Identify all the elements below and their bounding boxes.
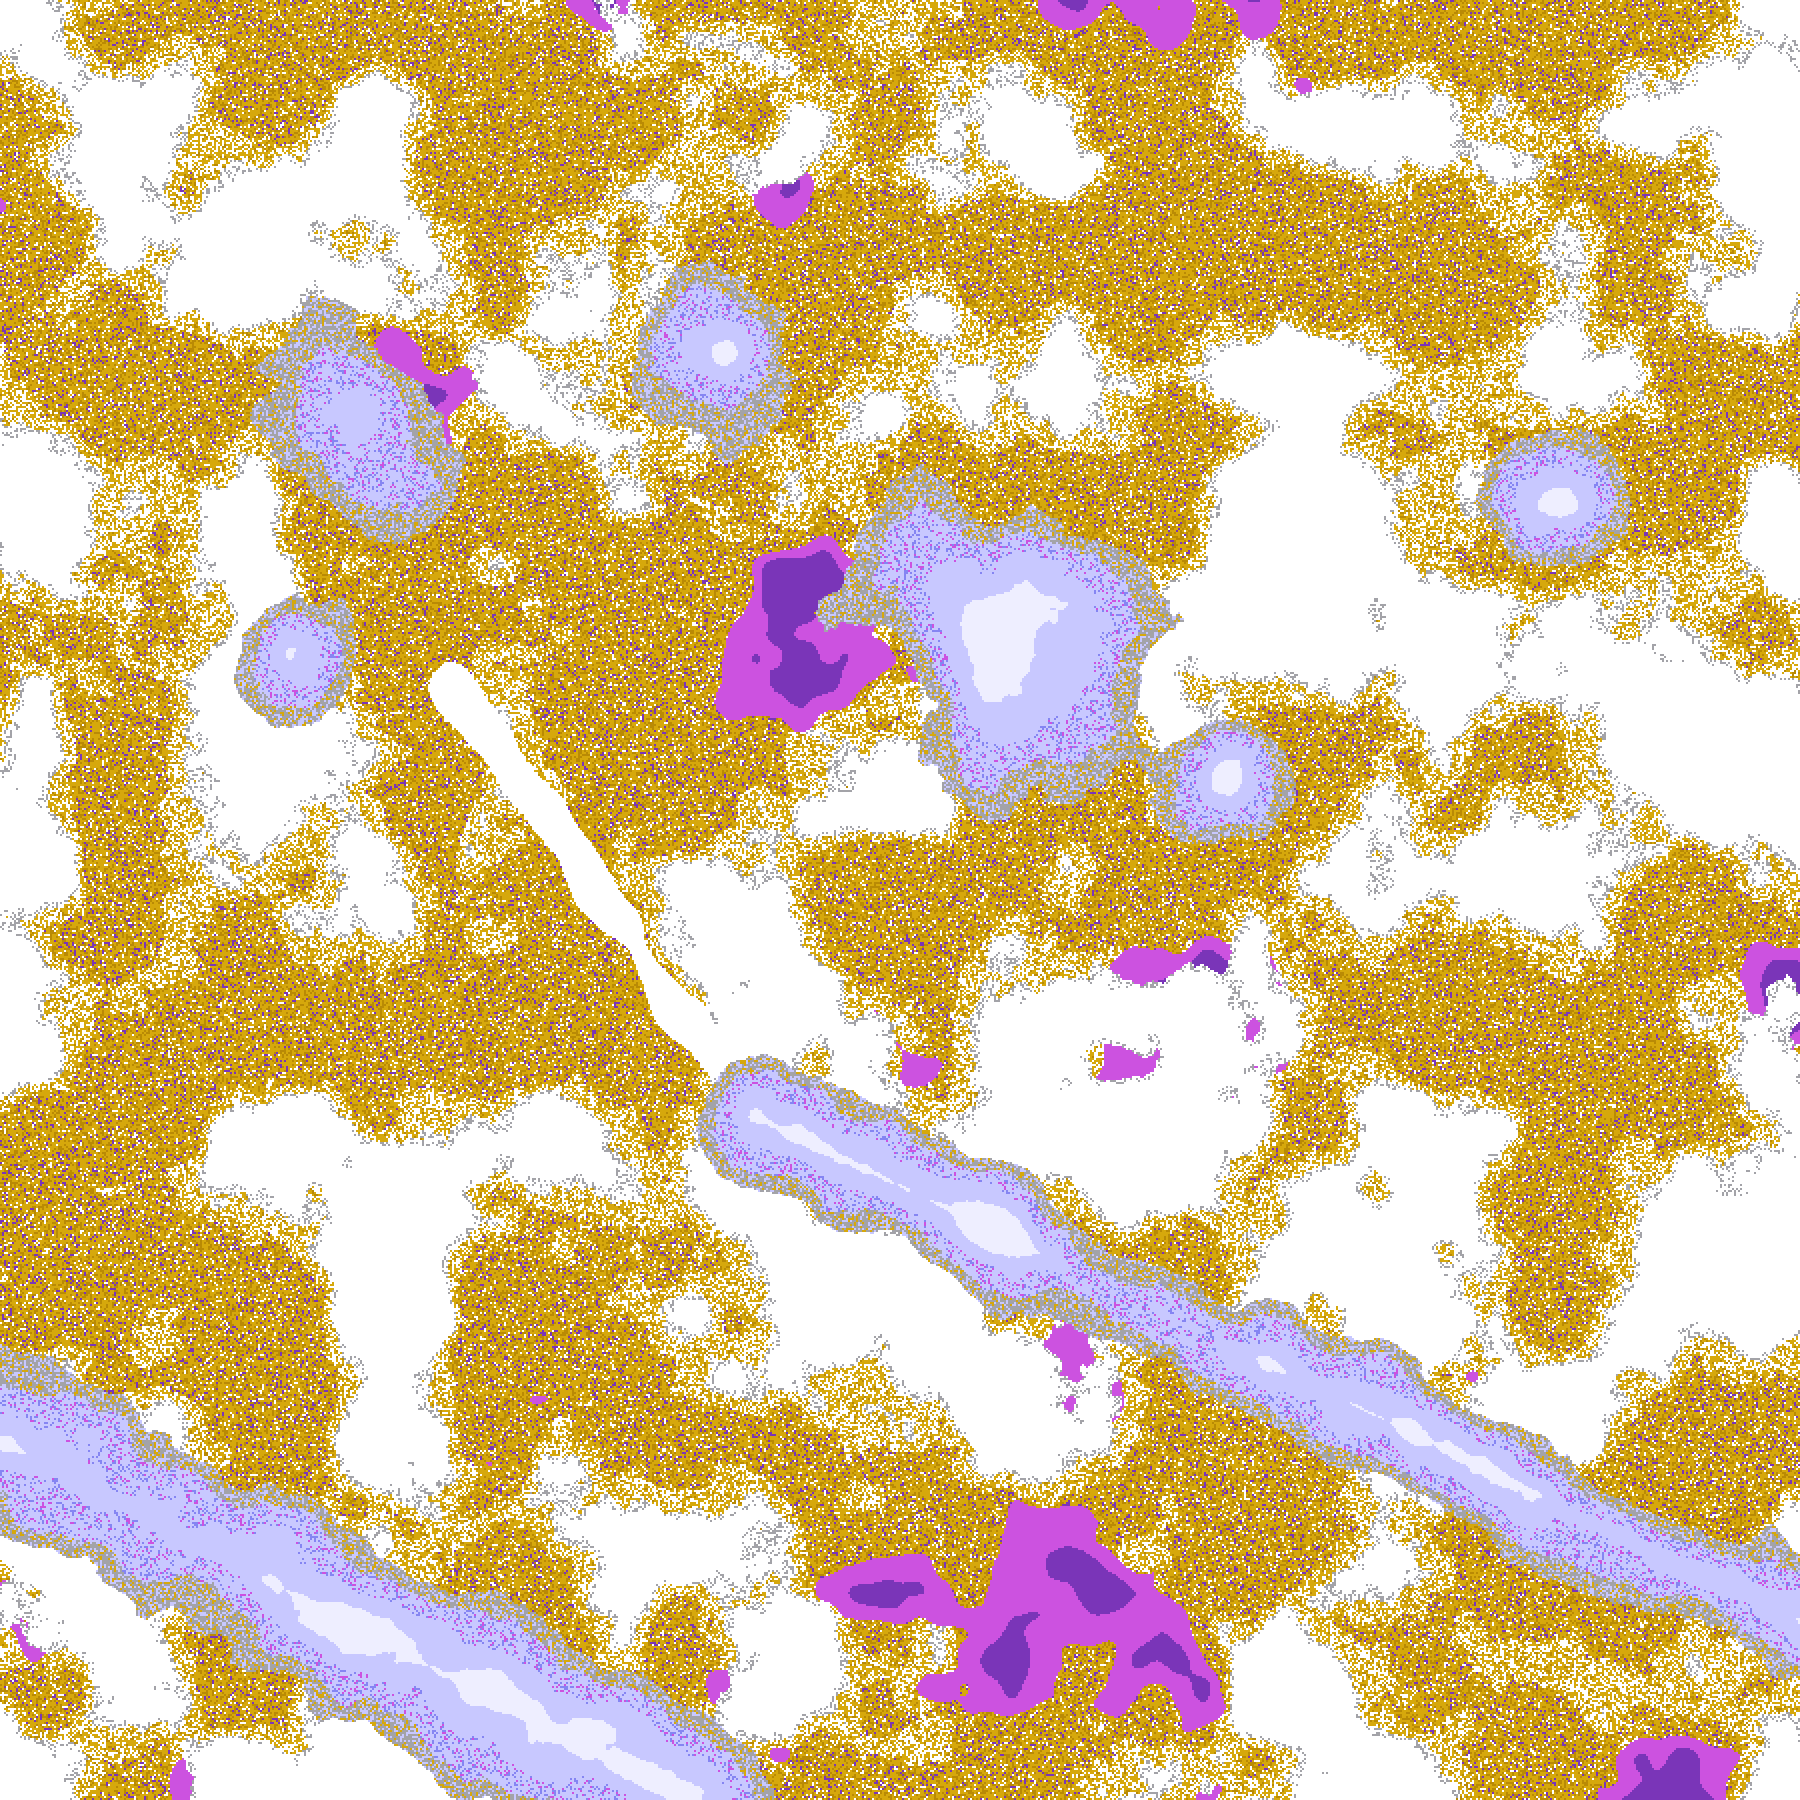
classified-imagery-map (0, 0, 1800, 1800)
map-raster (0, 0, 1800, 1800)
